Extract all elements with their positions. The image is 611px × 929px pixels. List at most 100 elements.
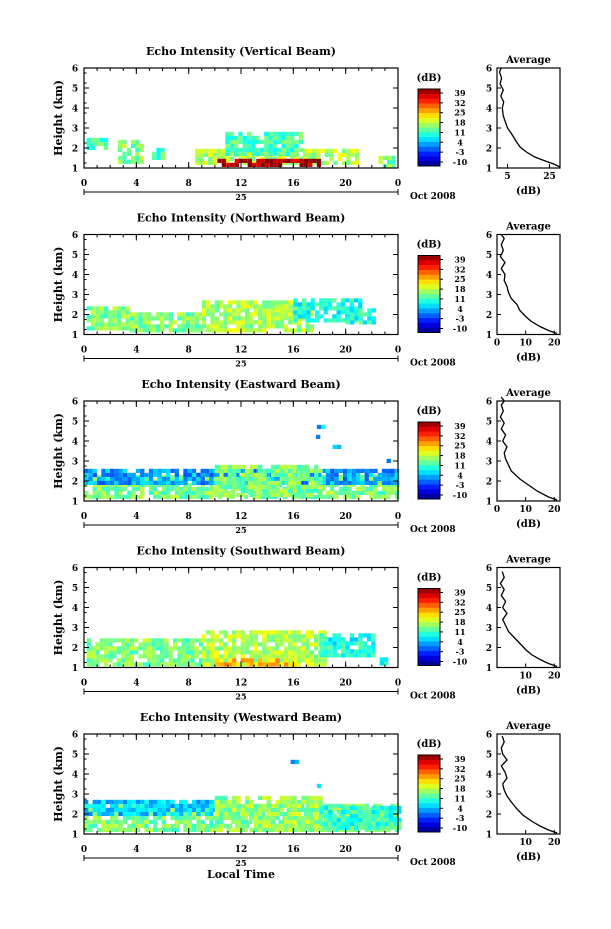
echo-cell xyxy=(272,147,278,152)
echo-cell xyxy=(219,304,224,309)
echo-cell xyxy=(214,484,220,489)
echo-cell xyxy=(327,306,333,311)
echo-cell xyxy=(323,653,329,658)
echo-cell xyxy=(388,821,393,826)
echo-cell xyxy=(334,476,339,481)
echo-cell xyxy=(341,645,346,650)
echo-cell xyxy=(127,476,132,481)
echo-cell xyxy=(161,807,166,812)
echo-cell xyxy=(95,322,100,327)
echo-cell xyxy=(90,145,96,150)
echo-cell xyxy=(288,795,293,800)
echo-cell xyxy=(356,486,361,491)
echo-cell xyxy=(390,490,395,495)
echo-cell xyxy=(185,320,191,325)
echo-cell xyxy=(147,658,152,663)
echo-cell xyxy=(135,819,141,824)
average-y-tick-label: 1 xyxy=(486,165,492,175)
echo-cell xyxy=(135,494,141,499)
colorbar-segment xyxy=(418,137,440,143)
echo-cell xyxy=(275,827,280,832)
echo-cell xyxy=(155,328,160,333)
echo-cell xyxy=(103,662,109,667)
echo-cell xyxy=(214,650,219,655)
echo-cell xyxy=(305,662,310,667)
echo-cell xyxy=(232,312,237,317)
echo-cell xyxy=(262,304,267,309)
colorbar-frame xyxy=(417,588,441,666)
echo-cell xyxy=(203,148,209,153)
colorbar-segment xyxy=(418,588,440,594)
echo-cell xyxy=(301,328,306,333)
echo-cell xyxy=(271,823,276,828)
echo-cell xyxy=(319,821,324,826)
echo-cell xyxy=(296,488,302,493)
echo-cell xyxy=(86,658,91,663)
echo-cell xyxy=(173,320,178,325)
echo-cell xyxy=(223,654,228,659)
echo-cell xyxy=(322,662,327,667)
echo-cell xyxy=(358,308,363,313)
echo-cell xyxy=(332,641,337,646)
echo-cell xyxy=(95,318,100,323)
echo-cell xyxy=(140,472,145,477)
echo-cell xyxy=(201,658,207,663)
echo-cell xyxy=(232,638,237,643)
echo-cell xyxy=(127,480,132,485)
echo-cell xyxy=(198,328,204,333)
echo-cell xyxy=(116,314,122,319)
echo-cell xyxy=(336,633,342,638)
colorbar-segment xyxy=(418,764,440,770)
echo-cell xyxy=(332,318,337,323)
echo-cell xyxy=(244,650,250,655)
echo-cell xyxy=(225,151,230,156)
echo-cell xyxy=(341,641,346,646)
echo-cell xyxy=(299,480,305,485)
echo-cell xyxy=(362,653,367,658)
echo-cell xyxy=(194,328,199,333)
x-tick-label: 0 xyxy=(81,845,87,855)
echo-cell xyxy=(157,811,162,816)
month-label: Oct 2008 xyxy=(410,525,456,535)
echo-cell xyxy=(214,815,220,820)
echo-cell xyxy=(272,139,278,144)
echo-cell xyxy=(373,494,378,499)
echo-cell xyxy=(135,151,140,156)
average-title: Average xyxy=(505,55,551,66)
echo-cell xyxy=(225,147,230,152)
echo-cell xyxy=(161,799,166,804)
echo-cell xyxy=(262,312,267,317)
echo-cell xyxy=(245,795,250,800)
echo-cell xyxy=(301,638,306,643)
echo-cell xyxy=(200,486,205,491)
echo-cell xyxy=(349,813,354,818)
echo-cell xyxy=(244,300,250,305)
echo-cell xyxy=(362,649,367,654)
echo-cell xyxy=(187,819,192,824)
echo-cell xyxy=(264,143,269,148)
echo-cell xyxy=(108,654,113,659)
echo-cell xyxy=(283,654,289,659)
echo-cell xyxy=(223,476,228,481)
echo-cell xyxy=(346,156,351,161)
echo-cell xyxy=(288,638,293,643)
echo-cell xyxy=(251,135,256,140)
echo-cell xyxy=(151,658,156,663)
echo-cell xyxy=(206,638,211,643)
echo-cell xyxy=(95,137,100,142)
echo-cell xyxy=(190,654,195,659)
echo-cell xyxy=(316,148,321,153)
echo-cell xyxy=(135,468,141,473)
echo-cell xyxy=(166,476,171,481)
echo-cell xyxy=(309,312,314,317)
echo-cell xyxy=(288,476,293,481)
echo-cell xyxy=(246,143,252,148)
echo-cell xyxy=(99,638,104,643)
echo-cell xyxy=(118,480,123,485)
echo-cell xyxy=(336,809,342,814)
echo-cell xyxy=(314,658,319,663)
echo-cell xyxy=(214,492,220,497)
echo-cell xyxy=(270,654,276,659)
echo-cell xyxy=(288,472,293,477)
echo-cell xyxy=(160,650,165,655)
